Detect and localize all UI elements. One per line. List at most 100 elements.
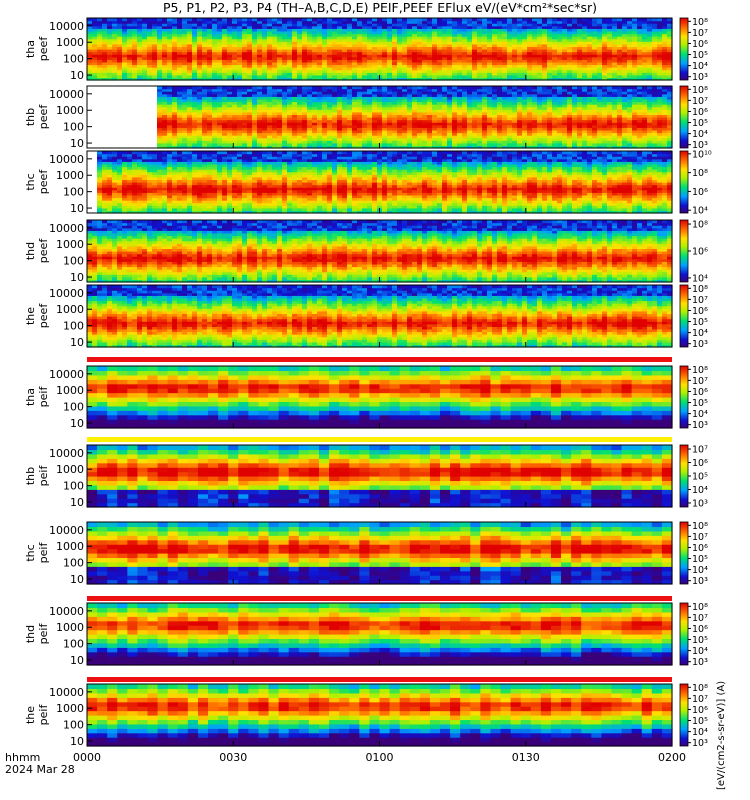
- heatmap-cell: [192, 61, 198, 66]
- heatmap-cell: [152, 61, 158, 66]
- heatmap-cell: [267, 54, 273, 58]
- heatmap-cell: [317, 18, 323, 22]
- heatmap-cell: [437, 69, 443, 73]
- heatmap-cell: [257, 56, 263, 60]
- heatmap-cell: [522, 64, 528, 68]
- heatmap-cell: [217, 51, 223, 55]
- heatmap-cell: [347, 36, 353, 40]
- heatmap-cell: [522, 43, 528, 48]
- heatmap-cell: [482, 74, 488, 79]
- heatmap-cell: [87, 54, 93, 58]
- heatmap-cell: [527, 61, 533, 66]
- heatmap-cell: [432, 20, 438, 24]
- heatmap-cell: [347, 28, 353, 32]
- heatmap-cell: [192, 38, 198, 42]
- heatmap-cell: [202, 67, 208, 71]
- heatmap-cell: [322, 46, 328, 50]
- heatmap-cell: [442, 49, 448, 53]
- heatmap-cell: [262, 30, 268, 35]
- heatmap-cell: [142, 56, 148, 60]
- heatmap-cell: [232, 41, 238, 45]
- heatmap-cell: [522, 25, 528, 29]
- heatmap-cell: [337, 61, 343, 66]
- heatmap-cell: [217, 46, 223, 50]
- heatmap-cell: [312, 67, 318, 71]
- heatmap-cell: [267, 23, 273, 27]
- heatmap-cell: [262, 36, 268, 40]
- heatmap-cell: [302, 74, 308, 79]
- heatmap-cell: [292, 51, 298, 55]
- heatmap-cell: [277, 77, 283, 81]
- heatmap-cell: [92, 61, 98, 66]
- heatmap-cell: [327, 72, 333, 76]
- heatmap-cell: [347, 51, 353, 55]
- heatmap-cell: [92, 20, 98, 24]
- heatmap-cell: [432, 30, 438, 35]
- heatmap-cell: [442, 20, 448, 24]
- heatmap-cell: [237, 28, 243, 32]
- heatmap-cell: [387, 20, 393, 24]
- heatmap-cell: [357, 23, 363, 27]
- heatmap-cell: [322, 59, 328, 63]
- heatmap-cell: [167, 28, 173, 32]
- heatmap-cell: [452, 36, 458, 40]
- heatmap-cell: [187, 20, 193, 24]
- heatmap-cell: [242, 36, 248, 40]
- heatmap-cell: [307, 56, 313, 60]
- heatmap-cell: [142, 23, 148, 27]
- heatmap-cell: [182, 61, 188, 66]
- heatmap-cell: [247, 28, 253, 32]
- heatmap-cell: [137, 38, 143, 42]
- heatmap-cell: [147, 28, 153, 32]
- heatmap-cell: [507, 36, 513, 40]
- heatmap-cell: [392, 56, 398, 60]
- heatmap-cell: [302, 18, 308, 22]
- heatmap-cell: [127, 18, 133, 22]
- heatmap-cell: [477, 38, 483, 42]
- heatmap-cell: [232, 49, 238, 53]
- heatmap-cell: [527, 28, 533, 32]
- heatmap-cell: [392, 51, 398, 55]
- heatmap-cell: [372, 28, 378, 32]
- heatmap-cell: [212, 56, 218, 60]
- heatmap-cell: [327, 23, 333, 27]
- heatmap-cell: [272, 30, 278, 35]
- heatmap-cell: [332, 67, 338, 71]
- heatmap-cell: [432, 51, 438, 55]
- heatmap-cell: [432, 77, 438, 81]
- heatmap-cell: [442, 69, 448, 73]
- heatmap-cell: [302, 69, 308, 73]
- heatmap-cell: [237, 59, 243, 63]
- heatmap-cell: [277, 69, 283, 73]
- heatmap-cell: [402, 69, 408, 73]
- ytick-label: 1000: [56, 36, 84, 49]
- heatmap-cell: [517, 72, 523, 76]
- heatmap-cell: [117, 56, 123, 60]
- heatmap-cell: [502, 54, 508, 58]
- heatmap-cell: [117, 72, 123, 76]
- heatmap-cell: [532, 41, 538, 45]
- heatmap-cell: [502, 36, 508, 40]
- heatmap-cell: [152, 38, 158, 42]
- heatmap-cell: [232, 36, 238, 40]
- heatmap-cell: [402, 46, 408, 50]
- heatmap-cell: [212, 77, 218, 81]
- heatmap-cell: [402, 33, 408, 37]
- heatmap-cell: [287, 38, 293, 42]
- heatmap-cell: [287, 20, 293, 24]
- heatmap-cell: [492, 56, 498, 60]
- heatmap-cell: [497, 36, 503, 40]
- heatmap-cell: [417, 67, 423, 71]
- heatmap-cell: [137, 64, 143, 68]
- heatmap-cell: [222, 38, 228, 42]
- heatmap-cell: [172, 30, 178, 35]
- heatmap-cell: [257, 28, 263, 32]
- heatmap-cell: [487, 41, 493, 45]
- heatmap-cell: [232, 72, 238, 76]
- heatmap-cell: [417, 51, 423, 55]
- heatmap-cell: [417, 36, 423, 40]
- heatmap-cell: [247, 23, 253, 27]
- heatmap-cell: [127, 46, 133, 50]
- heatmap-cell: [232, 77, 238, 81]
